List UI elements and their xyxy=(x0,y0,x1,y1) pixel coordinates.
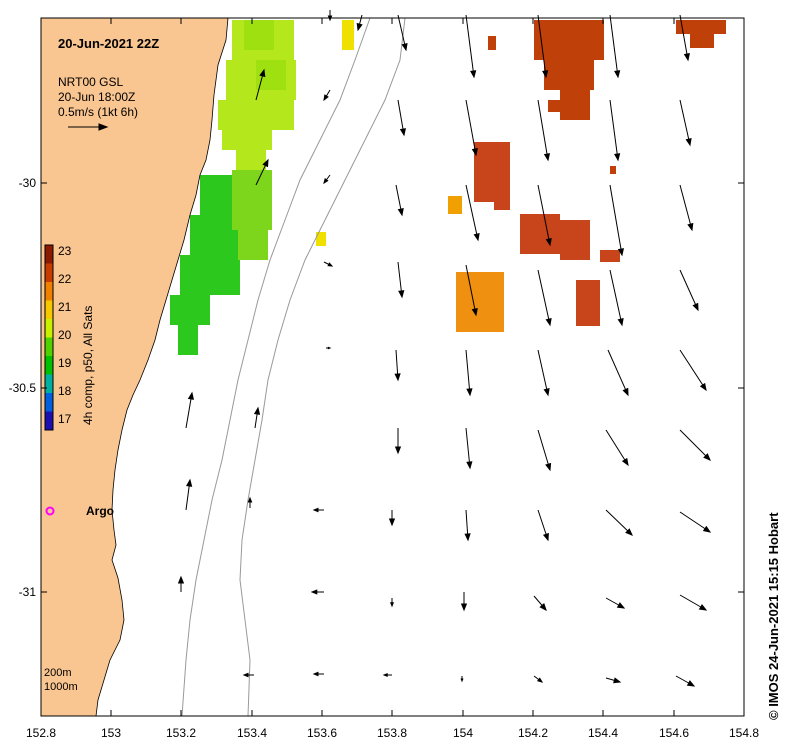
x-tick-label: 154.6 xyxy=(658,726,690,740)
x-tick-label: 154.4 xyxy=(587,726,619,740)
sst-patches xyxy=(170,20,726,355)
credit-text: © IMOS 24-Jun-2021 15:15 Hobart xyxy=(766,512,781,720)
x-tick-label: 154 xyxy=(452,726,474,740)
colorbar-tick: 22 xyxy=(58,272,72,286)
legend-line3: 0.5m/s (1kt 6h) xyxy=(58,105,139,119)
colorbar-tick: 19 xyxy=(58,356,72,370)
x-tick-label: 153.6 xyxy=(306,726,338,740)
x-tick-label: 153 xyxy=(100,726,122,740)
argo-marker[interactable] xyxy=(45,506,55,516)
colorbar-tick: 21 xyxy=(58,300,72,314)
x-tick-label: 153.4 xyxy=(236,726,268,740)
x-tick-label: 153.8 xyxy=(376,726,408,740)
map-title: 20-Jun-2021 22Z xyxy=(58,36,160,51)
x-tick-label: 154.2 xyxy=(517,726,549,740)
legend-line1: NRT00 GSL xyxy=(58,75,124,89)
x-tick-label: 153.2 xyxy=(165,726,197,740)
land-mass xyxy=(40,17,229,717)
colorbar-tick: 18 xyxy=(58,384,72,398)
current-arrows xyxy=(177,10,712,687)
colorbar-tick: 20 xyxy=(58,328,72,342)
legend-arrow xyxy=(68,123,109,131)
contour-200m xyxy=(181,17,371,717)
colorbar-tick: 17 xyxy=(58,412,72,426)
colorbar-tick: 23 xyxy=(58,244,72,258)
y-tick-label: -30 xyxy=(18,176,36,190)
colorbar-label: 4h comp, p50, All Sats xyxy=(81,305,95,425)
colorbar xyxy=(44,244,54,431)
legend-line2: 20-Jun 18:00Z xyxy=(58,90,136,104)
y-tick-label: -31 xyxy=(18,585,36,599)
x-tick-label: 154.8 xyxy=(728,726,760,740)
contour-1000m xyxy=(239,17,406,717)
x-tick-label: 152.8 xyxy=(25,726,57,740)
y-tick-label: -30.5 xyxy=(8,381,36,395)
axis-ticks xyxy=(40,18,745,716)
bathy-legend-1000m: 1000m xyxy=(44,681,78,693)
argo-label: Argo xyxy=(86,504,114,518)
bathy-legend-200m: 200m xyxy=(44,667,72,679)
